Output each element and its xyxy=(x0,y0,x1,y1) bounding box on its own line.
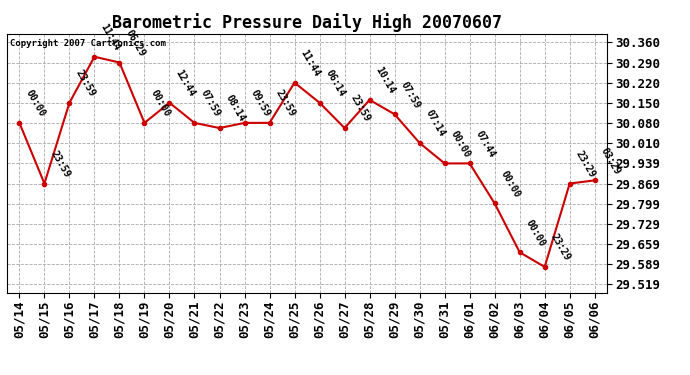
Text: 11:44: 11:44 xyxy=(299,48,322,78)
Text: 00:00: 00:00 xyxy=(499,169,522,199)
Text: 12:44: 12:44 xyxy=(174,68,197,99)
Text: 03:29: 03:29 xyxy=(599,146,622,176)
Text: 00:00: 00:00 xyxy=(148,88,172,119)
Text: 09:59: 09:59 xyxy=(248,88,272,119)
Text: 06:14: 06:14 xyxy=(324,68,347,99)
Title: Barometric Pressure Daily High 20070607: Barometric Pressure Daily High 20070607 xyxy=(112,13,502,32)
Text: 06:29: 06:29 xyxy=(124,28,147,58)
Text: 00:00: 00:00 xyxy=(524,217,547,248)
Text: 23:29: 23:29 xyxy=(549,232,572,263)
Text: 23:59: 23:59 xyxy=(74,68,97,99)
Text: 00:00: 00:00 xyxy=(448,129,472,159)
Text: Copyright 2007 Cartronics.com: Copyright 2007 Cartronics.com xyxy=(10,39,166,48)
Text: 10:14: 10:14 xyxy=(374,65,397,96)
Text: 07:59: 07:59 xyxy=(399,80,422,110)
Text: 00:00: 00:00 xyxy=(23,88,47,119)
Text: 23:59: 23:59 xyxy=(348,93,372,124)
Text: 11:44: 11:44 xyxy=(99,22,122,53)
Text: 07:14: 07:14 xyxy=(424,108,447,139)
Text: 07:59: 07:59 xyxy=(199,88,222,119)
Text: 07:44: 07:44 xyxy=(474,129,497,159)
Text: 23:59: 23:59 xyxy=(48,149,72,179)
Text: 08:14: 08:14 xyxy=(224,93,247,124)
Text: 23:59: 23:59 xyxy=(274,88,297,119)
Text: 23:29: 23:29 xyxy=(574,149,598,179)
